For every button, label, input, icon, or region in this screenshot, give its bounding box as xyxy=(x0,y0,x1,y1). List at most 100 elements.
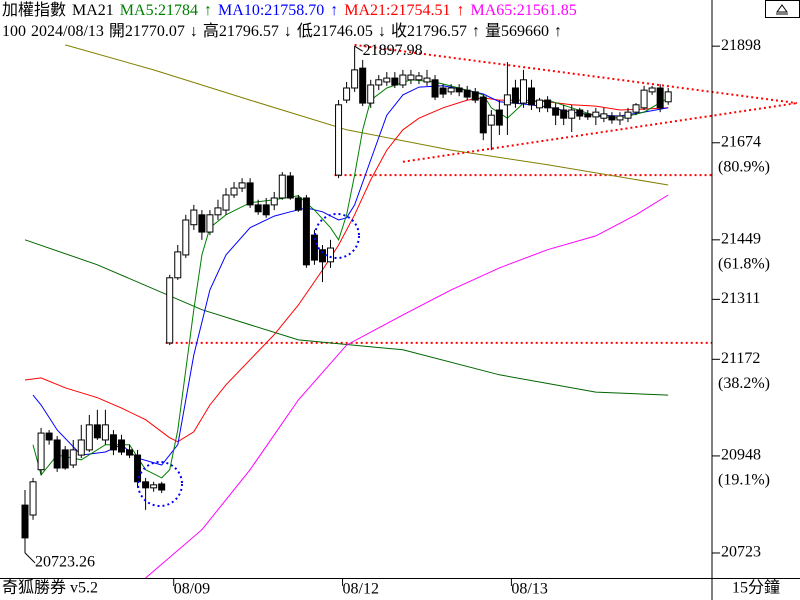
candle-body xyxy=(391,77,399,86)
moving-average-line xyxy=(65,44,669,186)
candle-body xyxy=(487,114,495,126)
candle-body xyxy=(246,182,254,206)
candle-body xyxy=(447,87,455,93)
y-tick-label: 21172 xyxy=(721,350,760,367)
candle-body xyxy=(45,432,53,441)
candle-body xyxy=(511,87,519,104)
header-item: 2024/08/13 xyxy=(31,23,104,40)
moving-average-line xyxy=(24,239,669,396)
header-item: ↑ xyxy=(330,2,338,19)
candle-body xyxy=(648,87,656,93)
header-item: MA21:21754.51 xyxy=(344,2,450,19)
candle-body xyxy=(471,91,479,101)
y-tick-label: 21449 xyxy=(721,230,761,247)
candle-body xyxy=(278,174,286,199)
candle-body xyxy=(327,247,335,263)
header-item: 量569660 xyxy=(485,23,549,40)
retracement-label: (38.2%) xyxy=(718,375,770,392)
candle-body xyxy=(21,504,29,539)
label-connector xyxy=(24,552,36,564)
candle-body xyxy=(238,182,246,189)
candle-body xyxy=(632,104,640,113)
candle-body xyxy=(302,197,310,266)
header-item: ↑ xyxy=(204,2,212,19)
header-item: MA10:21758.70 xyxy=(218,2,324,19)
candle-body xyxy=(624,111,632,119)
candle-body xyxy=(367,84,375,104)
candle-body xyxy=(415,75,423,81)
y-tick-label: 20948 xyxy=(721,447,761,464)
candle-body xyxy=(53,439,61,469)
header-item: ↓ xyxy=(378,23,386,40)
candle-body xyxy=(640,89,648,109)
candle-body xyxy=(431,79,439,98)
header-item: MA21 xyxy=(72,2,114,19)
candle-body xyxy=(158,483,166,491)
candle-body xyxy=(126,449,134,456)
header-item: ↑ xyxy=(472,23,480,40)
header-item: ↓ xyxy=(190,23,198,40)
candle-body xyxy=(568,109,576,119)
header-item: MA5:21784 xyxy=(120,2,198,19)
candle-body xyxy=(270,197,278,206)
header-line-2: 100 2024/08/13 開21770.07 ↓ 高21796.57 ↓ 低21746.… xyxy=(2,22,562,40)
x-tick-label: 08/09 xyxy=(174,581,210,598)
candle-body xyxy=(519,79,527,104)
brand: 奇狐勝券 v5.2 xyxy=(2,579,98,597)
header-item: 低21746.05 xyxy=(297,22,373,40)
trend-line xyxy=(402,102,797,163)
candle-body xyxy=(616,115,624,121)
low-label: 20723.26 xyxy=(35,554,95,571)
candle-body xyxy=(584,113,592,118)
candle-body xyxy=(495,109,503,126)
candle-body xyxy=(407,74,415,81)
candle-body xyxy=(69,449,77,466)
candle-body xyxy=(262,204,270,216)
y-tick-label: 21674 xyxy=(721,133,761,150)
corner-icon[interactable] xyxy=(776,4,788,13)
candle-body xyxy=(479,96,487,134)
header-item: ↑ xyxy=(554,23,562,40)
candle-body xyxy=(536,99,544,109)
candle-body xyxy=(528,87,536,106)
candle-body xyxy=(29,481,37,516)
candle-body xyxy=(294,197,302,211)
candle-body xyxy=(190,209,198,226)
candle-body xyxy=(85,424,93,451)
y-tick-label: 21898 xyxy=(721,37,761,54)
candle-body xyxy=(375,79,383,86)
candle-body xyxy=(463,89,471,98)
candle-body xyxy=(101,424,109,441)
header-item: 加權指數 xyxy=(2,1,66,19)
moving-average-line xyxy=(24,97,669,443)
candle-body xyxy=(222,194,230,211)
retracement-label: (19.1%) xyxy=(718,472,770,489)
candle-body xyxy=(656,87,664,109)
candle-body xyxy=(351,69,359,89)
candle-body xyxy=(109,434,117,451)
candle-body xyxy=(544,99,552,109)
corner-button[interactable] xyxy=(765,0,800,18)
candle-body xyxy=(439,87,447,95)
candle-body xyxy=(423,77,431,83)
candle-body xyxy=(343,87,351,101)
candle-body xyxy=(93,424,101,439)
candle-body xyxy=(576,109,584,117)
candle-body xyxy=(600,113,608,119)
y-tick-label: 21311 xyxy=(721,290,760,307)
candle-body xyxy=(664,91,672,103)
moving-average-line xyxy=(145,194,669,579)
candle-body xyxy=(359,67,367,104)
candle-body xyxy=(77,439,85,456)
candle-body xyxy=(503,94,511,106)
candle-body xyxy=(552,107,560,116)
header-item: ↑ xyxy=(457,2,465,19)
corner-box[interactable] xyxy=(765,0,800,18)
candle-body xyxy=(174,251,182,279)
moving-average-line xyxy=(32,79,669,479)
header-item: ↓ xyxy=(284,23,292,40)
candle-body xyxy=(254,204,262,213)
